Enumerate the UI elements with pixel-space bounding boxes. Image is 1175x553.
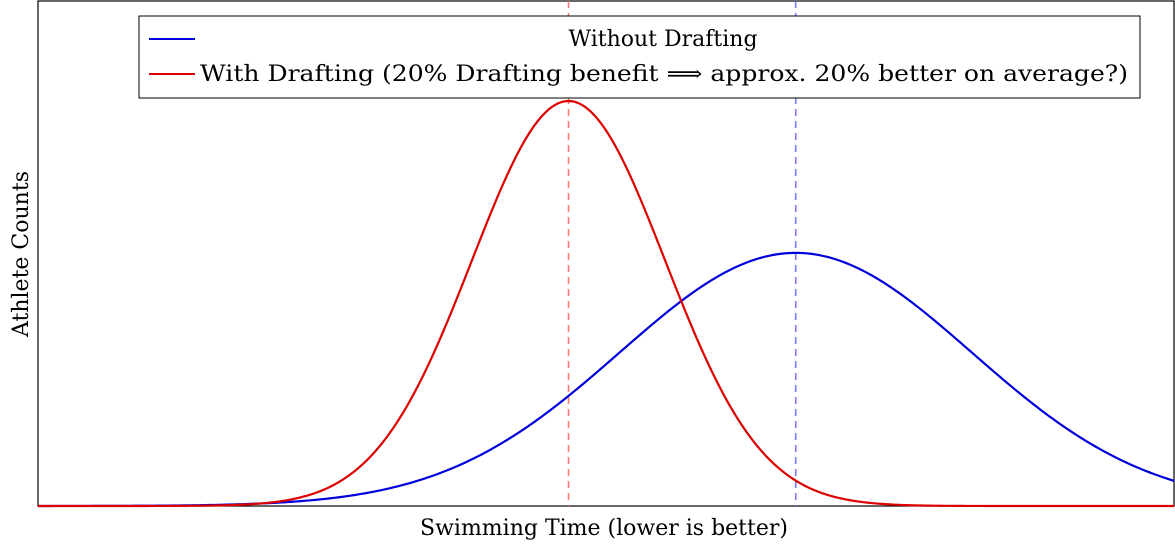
plot-frame [37, 0, 1175, 507]
y-axis-label: Athlete Counts [9, 171, 34, 338]
legend-label-without-drafting: Without Drafting [568, 27, 757, 52]
legend: Without Drafting With Drafting (20% Draf… [138, 15, 1141, 99]
legend-label-with-drafting: With Drafting (20% Drafting benefit ⟹ ap… [200, 62, 1128, 87]
series-curves [37, 99, 1175, 508]
legend-box [138, 15, 1141, 99]
series-line-0 [37, 251, 1175, 508]
series-line-1 [38, 99, 1174, 508]
x-axis-label: Swimming Time (lower is better) [420, 516, 788, 541]
